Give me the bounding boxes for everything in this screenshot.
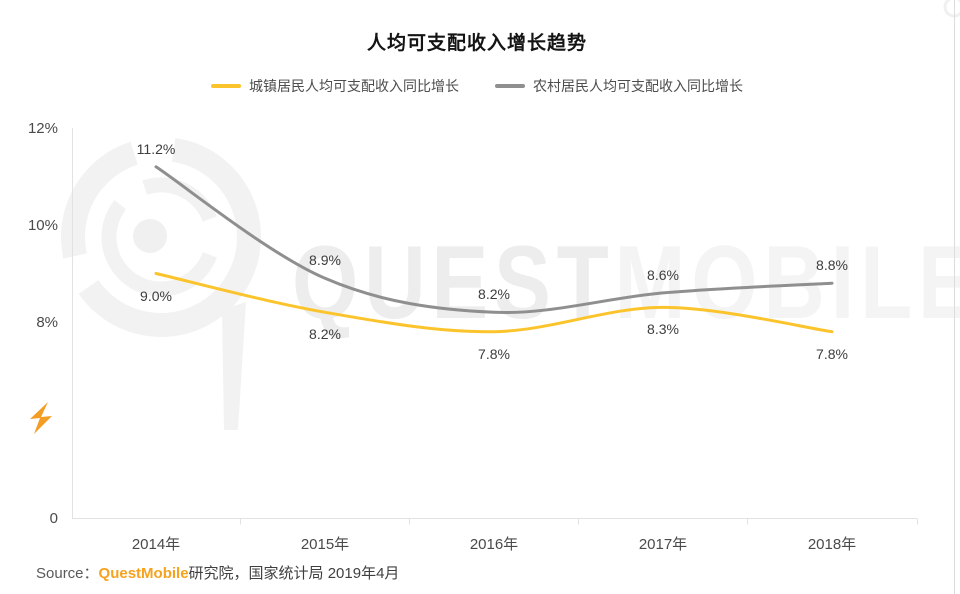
data-label: 8.2%: [478, 286, 510, 303]
series-line-0: [154, 272, 834, 334]
data-label: 7.8%: [816, 345, 848, 362]
y-axis-tick-label: 10%: [27, 217, 58, 234]
data-label: 9.0%: [140, 287, 172, 304]
series-line-1: [154, 165, 834, 315]
data-label: 8.3%: [647, 321, 679, 338]
data-label: 8.6%: [647, 266, 679, 283]
source-brand-questmobile: QuestMobile: [98, 565, 189, 582]
data-label: 8.9%: [309, 252, 341, 269]
x-axis-category-label: 2017年: [638, 536, 688, 553]
legend-item-1[interactable]: 农村居民人均可支配收入同比增长: [495, 76, 743, 96]
x-axis-category-label: 2015年: [300, 536, 350, 553]
watermark-text-right: MOBILE: [614, 225, 960, 341]
source-prefix: Source：: [36, 565, 99, 582]
legend-swatch: [495, 84, 525, 88]
legend-swatch: [211, 84, 241, 88]
x-axis-category-label: 2016年: [469, 536, 519, 553]
source-line: Source：QuestMobile研究院，国家统计局 2019年4月: [36, 562, 399, 583]
chart-title: 人均可支配收入增长趋势: [366, 33, 587, 54]
legend-item-0[interactable]: 城镇居民人均可支配收入同比增长: [211, 76, 459, 96]
questmobile-watermark-text: QUESTMOBILE: [292, 224, 960, 343]
y-axis-tick-label: 12%: [27, 120, 58, 137]
lightning-bolt-icon: [30, 402, 52, 434]
y-axis-tick-label: 0: [49, 510, 58, 527]
legend-label: 城镇居民人均可支配收入同比增长: [249, 78, 459, 94]
x-axis-category-label: 2014年: [131, 536, 181, 553]
data-label: 11.2%: [136, 140, 176, 157]
watermark-text-left: QUEST: [292, 225, 615, 341]
data-label: 7.8%: [478, 345, 510, 362]
y-axis-tick-label: 8%: [36, 314, 58, 331]
source-suffix: 研究院，国家统计局 2019年4月: [188, 565, 400, 582]
page-right-border: [954, 0, 955, 594]
x-axis-category-label: 2018年: [807, 536, 857, 553]
legend-label: 农村居民人均可支配收入同比增长: [533, 78, 743, 94]
data-label: 8.8%: [816, 257, 848, 274]
chart-legend: 城镇居民人均可支配收入同比增长 农村居民人均可支配收入同比增长: [0, 76, 954, 96]
data-label: 8.2%: [309, 326, 341, 343]
